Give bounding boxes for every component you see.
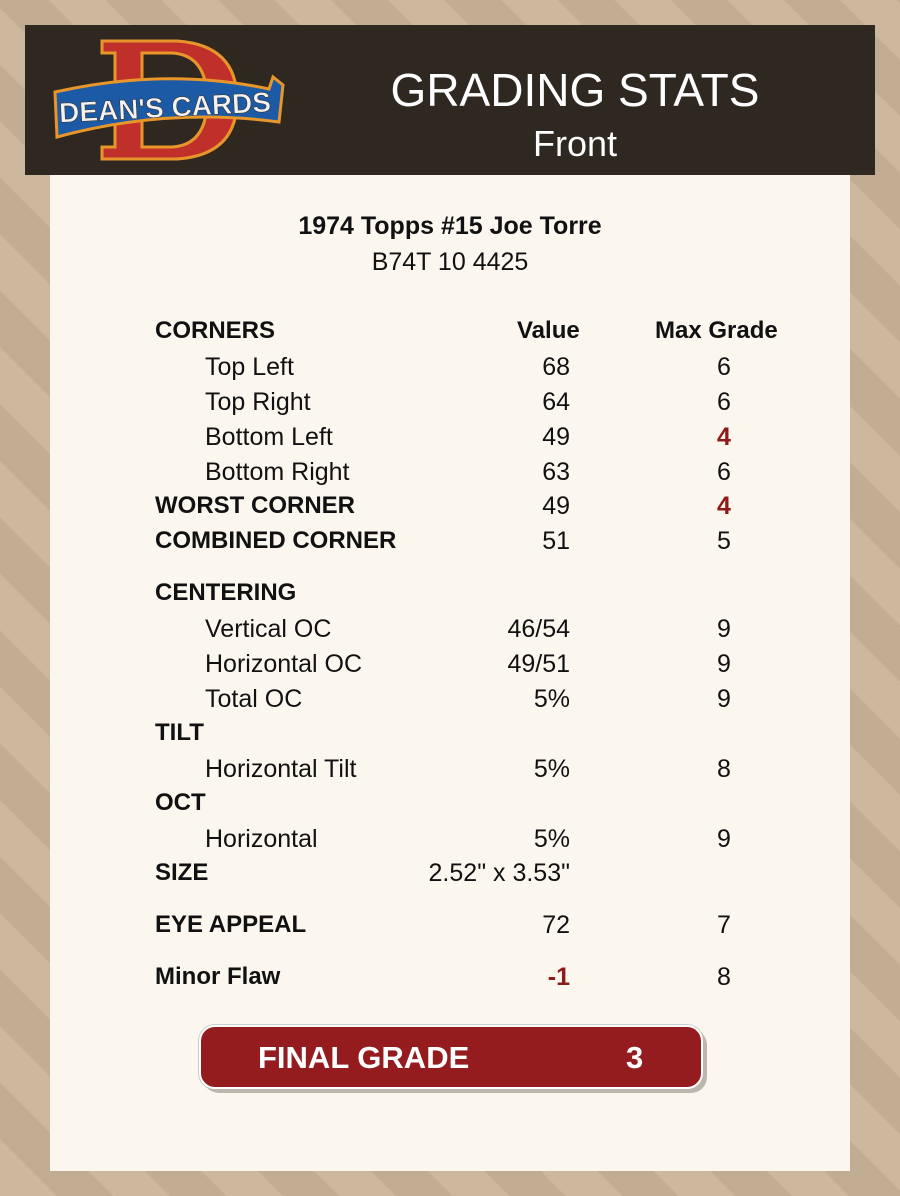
stat-max-grade: 4 xyxy=(717,423,731,451)
stat-row: TILT xyxy=(0,719,900,749)
stat-label: OCT xyxy=(155,789,206,816)
header: DEAN'S CARDS GRADING STATS Front xyxy=(25,25,875,175)
stat-max-grade: 9 xyxy=(717,685,731,713)
max-grade-column-header: Max Grade xyxy=(655,317,778,344)
stat-max-grade: 4 xyxy=(717,492,731,520)
stat-label: Horizontal OC xyxy=(205,650,362,678)
stat-row: COMBINED CORNER 51 5 xyxy=(0,527,900,557)
stat-row: Horizontal Tilt 5% 8 xyxy=(0,755,900,785)
stat-row: EYE APPEAL 72 7 xyxy=(0,911,900,941)
stat-label: Horizontal Tilt xyxy=(205,755,357,783)
final-grade-banner: FINAL GRADE 3 xyxy=(199,1025,703,1089)
stat-value: 5% xyxy=(533,685,570,713)
card-name: 1974 Topps #15 Joe Torre xyxy=(298,212,602,240)
stat-row: SIZE 2.52" x 3.53" xyxy=(0,859,900,889)
stat-row: Bottom Right 63 6 xyxy=(0,458,900,488)
stat-value: 72 xyxy=(542,911,570,939)
corners-heading: CORNERS xyxy=(155,317,276,344)
stat-max-grade: 6 xyxy=(717,458,731,486)
stat-value: -1 xyxy=(547,963,570,991)
stat-label: Minor Flaw xyxy=(155,963,281,990)
stat-max-grade: 7 xyxy=(717,911,731,939)
stat-max-grade: 6 xyxy=(717,353,731,381)
stat-label: Bottom Left xyxy=(205,423,333,451)
card-code: B74T 10 4425 xyxy=(371,248,529,276)
stat-label: Top Left xyxy=(205,353,294,381)
stat-label: COMBINED CORNER xyxy=(155,527,397,554)
final-grade-label: FINAL GRADE xyxy=(258,1040,470,1075)
page-title: GRADING STATS xyxy=(390,64,760,116)
stat-label: Total OC xyxy=(205,685,303,713)
stat-row: Minor Flaw -1 8 xyxy=(0,963,900,993)
stat-max-grade: 9 xyxy=(717,650,731,678)
stat-label: Bottom Right xyxy=(205,458,350,486)
stat-label: TILT xyxy=(155,719,204,746)
stat-value: 5% xyxy=(533,755,570,783)
stat-max-grade: 9 xyxy=(717,825,731,853)
stat-max-grade: 5 xyxy=(717,527,731,555)
stat-max-grade: 9 xyxy=(717,615,731,643)
stat-value: 49/51 xyxy=(507,650,570,678)
stat-row: Total OC 5% 9 xyxy=(0,685,900,715)
stat-label: WORST CORNER xyxy=(155,492,355,519)
stat-label: Horizontal xyxy=(205,825,318,853)
stat-row: Horizontal 5% 9 xyxy=(0,825,900,855)
stat-value: 2.52" x 3.53" xyxy=(428,859,570,887)
stat-label: Vertical OC xyxy=(205,615,332,643)
stat-value: 68 xyxy=(542,353,570,381)
stat-value: 49 xyxy=(542,423,570,451)
stat-label: Top Right xyxy=(205,388,311,416)
stats-panel xyxy=(50,175,850,1171)
page-subtitle: Front xyxy=(532,123,618,164)
stat-row: Top Left 68 6 xyxy=(0,353,900,383)
stat-value: 46/54 xyxy=(507,615,570,643)
stat-value: 49 xyxy=(542,492,570,520)
stat-label: CENTERING xyxy=(155,579,297,606)
stat-row: Vertical OC 46/54 9 xyxy=(0,615,900,645)
stat-row: Top Right 64 6 xyxy=(0,388,900,418)
value-column-header: Value xyxy=(517,317,580,344)
stat-value: 5% xyxy=(533,825,570,853)
stat-value: 63 xyxy=(542,458,570,486)
stat-row: OCT xyxy=(0,789,900,819)
stat-max-grade: 8 xyxy=(717,963,731,991)
stat-max-grade: 8 xyxy=(717,755,731,783)
stat-row: WORST CORNER 49 4 xyxy=(0,492,900,522)
stat-max-grade: 6 xyxy=(717,388,731,416)
deans-cards-logo: DEAN'S CARDS xyxy=(53,39,285,161)
stat-label: SIZE xyxy=(155,859,209,886)
stat-row: Bottom Left 49 4 xyxy=(0,423,900,453)
final-grade-value: 3 xyxy=(626,1040,644,1075)
stat-row: CENTERING xyxy=(0,579,900,609)
stat-value: 51 xyxy=(542,527,570,555)
stat-row: Horizontal OC 49/51 9 xyxy=(0,650,900,680)
stat-value: 64 xyxy=(542,388,570,416)
stat-label: EYE APPEAL xyxy=(155,911,307,938)
